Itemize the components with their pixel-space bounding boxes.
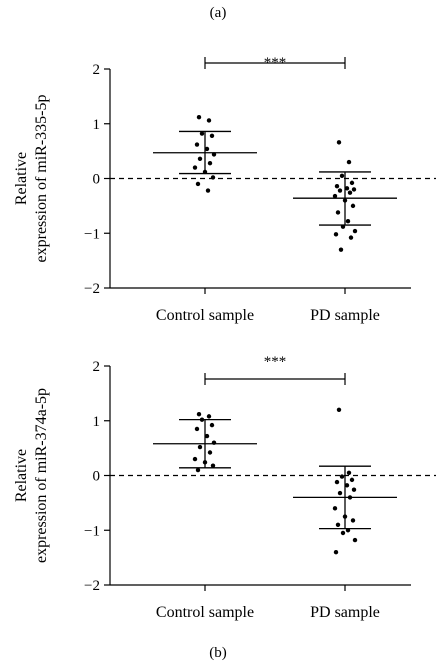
y-axis-label-line-2: expression of miR-374a-5p	[33, 388, 50, 563]
data-point	[340, 224, 346, 229]
data-point	[202, 169, 208, 175]
y-axis-label-line-1: Relative	[13, 449, 30, 502]
data-point	[207, 450, 213, 455]
data-point	[334, 183, 340, 189]
x-tick-label: Control sample	[156, 604, 254, 621]
data-point	[342, 198, 348, 203]
data-point	[334, 479, 340, 485]
data-point	[333, 232, 339, 237]
y-tick-label: 0	[93, 469, 101, 485]
data-point	[199, 131, 205, 136]
x-tick-label: PD sample	[310, 604, 380, 621]
panel-a: (a) 2 1 0 −1 −2 Control sample PD sample Relativ…	[13, 5, 436, 324]
data-point	[335, 522, 341, 527]
data-point	[338, 247, 344, 252]
panel-label: (b)	[209, 645, 227, 661]
data-point	[339, 474, 345, 479]
data-point	[197, 444, 203, 450]
data-point	[209, 422, 215, 428]
data-point	[335, 210, 341, 215]
data-point	[339, 173, 345, 178]
data-point	[196, 411, 202, 417]
data-point	[344, 186, 350, 191]
data-point	[352, 537, 358, 543]
data-point	[344, 483, 350, 488]
data-point	[210, 463, 216, 468]
data-point	[337, 188, 343, 193]
data-point	[210, 175, 216, 180]
data-point	[340, 530, 346, 536]
data-point	[207, 160, 213, 166]
y-tick-label: −1	[84, 523, 100, 539]
significance-label: ***	[264, 55, 287, 71]
y-axis-label-line-2: expression of miR-335-5p	[33, 95, 50, 263]
data-point	[332, 193, 338, 199]
data-point	[192, 456, 198, 462]
y-tick-label: 2	[93, 62, 101, 78]
data-point	[350, 203, 356, 209]
data-point	[336, 140, 342, 145]
data-point	[195, 181, 201, 187]
y-tick-label: 1	[93, 414, 101, 430]
data-point	[202, 460, 208, 465]
data-point	[349, 477, 355, 483]
data-point	[347, 495, 353, 500]
data-point	[197, 156, 203, 161]
data-point	[345, 528, 351, 533]
data-point	[204, 433, 210, 439]
data-point	[332, 506, 338, 511]
data-point	[345, 219, 351, 224]
data-point	[347, 190, 353, 195]
data-point	[196, 114, 202, 120]
data-point	[199, 417, 205, 422]
data-point	[206, 414, 212, 419]
data-point	[337, 490, 343, 496]
data-point	[195, 467, 201, 473]
data-point	[333, 549, 339, 555]
data-point	[209, 133, 215, 138]
data-point	[349, 180, 355, 186]
x-tick-label: Control sample	[156, 307, 254, 324]
y-tick-label: 2	[93, 359, 101, 375]
y-tick-label: −2	[84, 578, 100, 594]
panel-b: (b) 2 1 0 −1 −2 Control sample PD sample Relativ…	[13, 354, 436, 661]
y-tick-label: −2	[84, 281, 100, 297]
data-point	[346, 470, 352, 475]
data-point	[342, 514, 348, 519]
data-point	[206, 118, 212, 123]
y-tick-label: −1	[84, 226, 100, 242]
panel-label: (a)	[210, 5, 227, 21]
data-point	[211, 152, 217, 157]
data-point	[194, 426, 200, 432]
data-point	[351, 487, 357, 492]
x-tick-label: PD sample	[310, 307, 380, 324]
data-point	[204, 146, 210, 152]
data-point	[351, 187, 357, 192]
data-point	[192, 165, 198, 170]
data-point	[346, 159, 352, 165]
y-tick-label: 0	[93, 172, 101, 188]
y-tick-label: 1	[93, 117, 101, 133]
data-point	[352, 228, 358, 234]
data-point	[194, 142, 200, 147]
data-point	[350, 518, 356, 523]
significance-label: ***	[264, 354, 287, 370]
data-point	[348, 235, 354, 240]
data-point	[211, 440, 217, 445]
data-point	[336, 407, 342, 412]
y-axis-label-line-1: Relative	[13, 152, 30, 205]
data-point	[205, 188, 211, 193]
